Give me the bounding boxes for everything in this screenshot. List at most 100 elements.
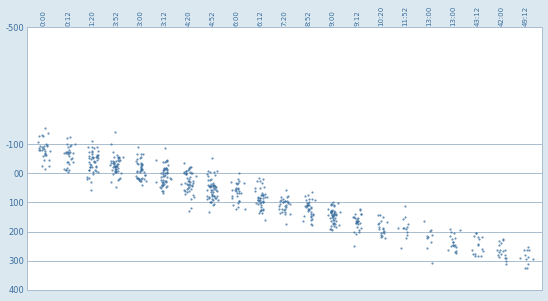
Point xyxy=(300,213,309,218)
Point xyxy=(186,196,195,201)
Point xyxy=(84,154,93,159)
Point xyxy=(189,180,197,185)
Point xyxy=(156,185,165,190)
Point xyxy=(91,165,100,169)
Point xyxy=(256,196,265,201)
Point xyxy=(398,225,407,230)
Point xyxy=(185,183,194,188)
Point xyxy=(83,174,92,179)
Point xyxy=(324,206,333,211)
Point xyxy=(184,183,192,188)
Point xyxy=(427,228,436,233)
Point xyxy=(90,146,99,150)
Point xyxy=(158,183,167,188)
Point xyxy=(304,192,312,197)
Point xyxy=(282,204,291,209)
Point xyxy=(94,170,102,175)
Point xyxy=(182,169,191,173)
Point xyxy=(208,180,217,185)
Point xyxy=(208,193,216,198)
Point xyxy=(279,200,288,205)
Point xyxy=(326,215,334,220)
Point xyxy=(380,231,389,235)
Point xyxy=(166,176,175,181)
Point xyxy=(236,190,245,195)
Point xyxy=(43,144,52,148)
Point xyxy=(68,156,77,161)
Point xyxy=(38,133,47,138)
Point xyxy=(112,169,121,174)
Point xyxy=(502,262,511,267)
Point xyxy=(281,198,289,203)
Point xyxy=(473,242,482,247)
Point xyxy=(152,157,161,162)
Point xyxy=(114,155,123,160)
Point xyxy=(355,227,363,232)
Point xyxy=(228,188,237,193)
Point xyxy=(158,178,167,183)
Point xyxy=(255,176,264,181)
Point xyxy=(233,182,242,186)
Point xyxy=(64,144,72,149)
Point xyxy=(137,167,146,172)
Point xyxy=(209,201,218,206)
Point xyxy=(258,206,267,211)
Point xyxy=(327,203,336,208)
Point xyxy=(448,236,456,241)
Point xyxy=(281,199,289,204)
Point xyxy=(206,199,215,204)
Point xyxy=(258,193,267,198)
Point xyxy=(327,209,335,213)
Point xyxy=(329,214,338,219)
Point xyxy=(326,208,335,213)
Point xyxy=(332,212,340,217)
Point xyxy=(494,253,503,258)
Point xyxy=(378,234,386,238)
Point xyxy=(302,203,311,207)
Point xyxy=(379,225,387,230)
Point xyxy=(65,149,74,154)
Point xyxy=(383,219,391,224)
Point xyxy=(258,181,267,185)
Point xyxy=(133,175,141,180)
Point xyxy=(159,174,168,179)
Point xyxy=(181,171,190,176)
Point xyxy=(280,204,289,209)
Point xyxy=(62,165,71,170)
Point xyxy=(376,231,385,236)
Point xyxy=(109,161,118,166)
Point xyxy=(113,157,122,162)
Point xyxy=(161,145,169,150)
Point xyxy=(133,161,142,166)
Point xyxy=(93,153,101,158)
Point xyxy=(328,228,336,233)
Point xyxy=(478,247,487,252)
Point xyxy=(256,198,265,203)
Point xyxy=(209,203,218,207)
Point xyxy=(210,196,219,201)
Point xyxy=(160,173,169,178)
Point xyxy=(403,225,412,230)
Point xyxy=(473,242,482,247)
Point xyxy=(138,162,146,167)
Point xyxy=(208,192,217,197)
Point xyxy=(94,156,102,160)
Point xyxy=(108,164,117,169)
Point xyxy=(93,157,101,162)
Point xyxy=(374,225,383,230)
Point xyxy=(204,209,213,214)
Point xyxy=(304,203,313,208)
Point xyxy=(66,143,75,147)
Point xyxy=(332,219,340,223)
Point xyxy=(136,161,145,166)
Point xyxy=(132,174,140,179)
Point xyxy=(280,206,289,211)
Point xyxy=(280,211,289,216)
Point xyxy=(206,199,215,204)
Point xyxy=(495,239,504,244)
Point xyxy=(255,196,264,201)
Point xyxy=(107,167,116,172)
Point xyxy=(204,173,213,178)
Point xyxy=(330,215,339,220)
Point xyxy=(214,197,222,202)
